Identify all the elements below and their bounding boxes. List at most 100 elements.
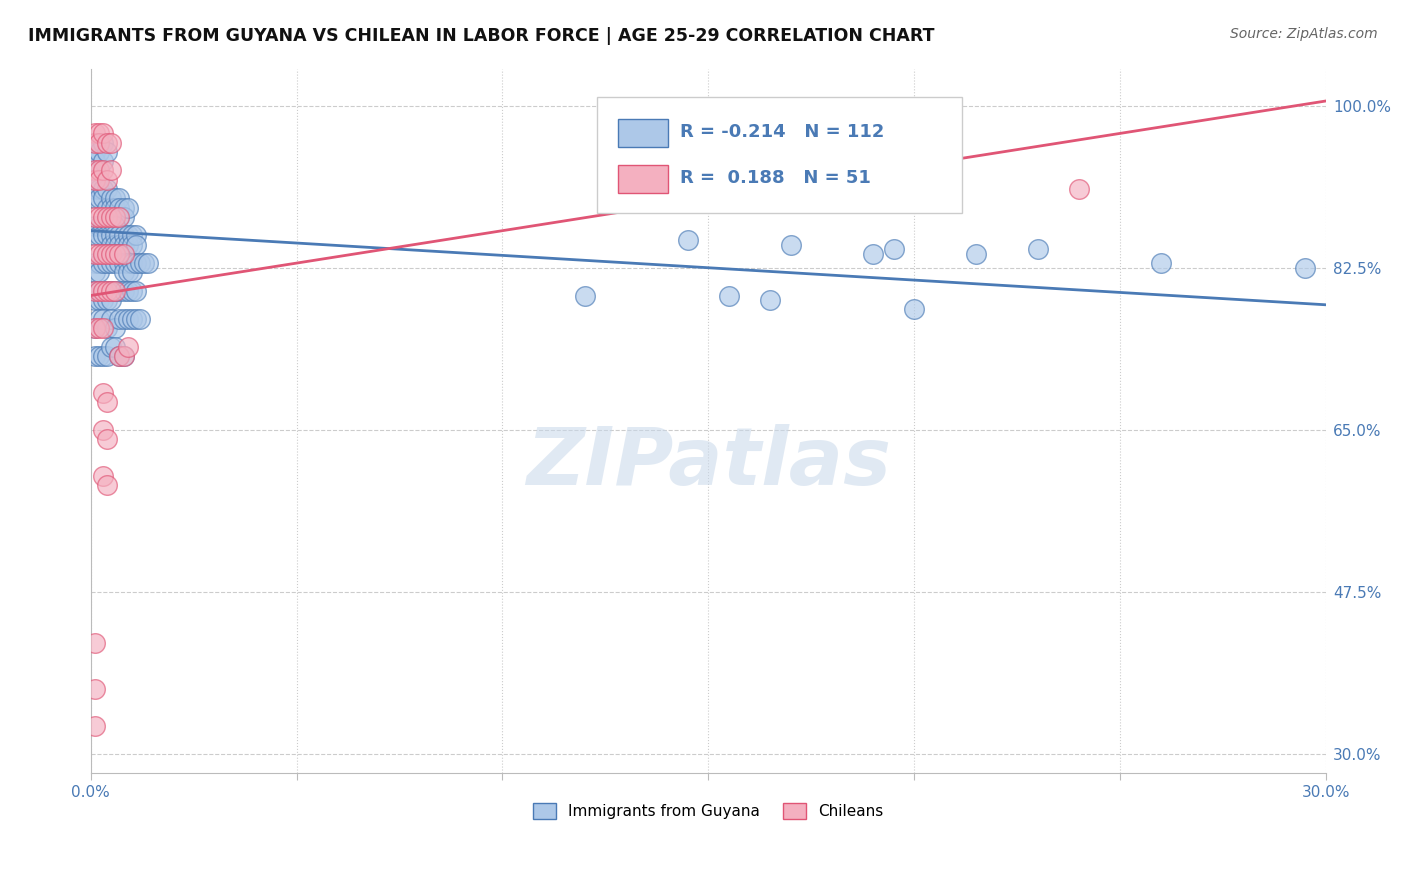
Point xyxy=(125,284,148,298)
Point xyxy=(108,349,131,363)
Point xyxy=(96,293,118,308)
Bar xyxy=(619,165,668,194)
Point xyxy=(83,265,105,279)
Point xyxy=(91,163,114,178)
Point xyxy=(1067,182,1090,196)
Bar xyxy=(619,120,668,147)
Point xyxy=(117,265,139,279)
Point xyxy=(91,247,114,261)
Point xyxy=(91,136,114,150)
Point xyxy=(96,228,118,243)
Point xyxy=(965,247,987,261)
Point xyxy=(83,136,105,150)
Point xyxy=(96,247,118,261)
Point xyxy=(104,210,127,224)
Point xyxy=(100,201,122,215)
Point xyxy=(108,311,131,326)
Point xyxy=(121,237,143,252)
Point xyxy=(112,201,135,215)
Point xyxy=(96,284,118,298)
Point xyxy=(87,163,110,178)
Point xyxy=(108,201,131,215)
Point xyxy=(83,349,105,363)
Point xyxy=(1026,242,1049,256)
Point xyxy=(112,349,135,363)
Point xyxy=(117,284,139,298)
Point xyxy=(100,284,122,298)
Point xyxy=(87,210,110,224)
Point xyxy=(100,293,122,308)
Point xyxy=(104,191,127,205)
Point xyxy=(108,237,131,252)
Point xyxy=(91,154,114,169)
Point xyxy=(100,191,122,205)
Point xyxy=(112,228,135,243)
Point xyxy=(104,237,127,252)
Point xyxy=(100,311,122,326)
Point xyxy=(96,321,118,335)
Point xyxy=(100,284,122,298)
Point xyxy=(117,256,139,270)
Point xyxy=(87,127,110,141)
Point xyxy=(129,311,152,326)
Point xyxy=(87,228,110,243)
Point xyxy=(87,256,110,270)
Point xyxy=(83,228,105,243)
Point xyxy=(108,256,131,270)
Point xyxy=(96,256,118,270)
Point xyxy=(1150,256,1173,270)
Point xyxy=(759,293,782,308)
Point xyxy=(108,284,131,298)
Point xyxy=(87,349,110,363)
Point xyxy=(91,210,114,224)
Text: IMMIGRANTS FROM GUYANA VS CHILEAN IN LABOR FORCE | AGE 25-29 CORRELATION CHART: IMMIGRANTS FROM GUYANA VS CHILEAN IN LAB… xyxy=(28,27,935,45)
Point xyxy=(100,247,122,261)
Text: R =  0.188   N = 51: R = 0.188 N = 51 xyxy=(681,169,870,186)
Point xyxy=(104,321,127,335)
Point xyxy=(108,210,131,224)
Point xyxy=(96,284,118,298)
Point xyxy=(112,265,135,279)
Point xyxy=(83,247,105,261)
Point xyxy=(96,349,118,363)
Point xyxy=(83,145,105,159)
Point xyxy=(129,256,152,270)
Point xyxy=(83,293,105,308)
Point xyxy=(108,228,131,243)
Point xyxy=(125,237,148,252)
Point xyxy=(87,265,110,279)
Point xyxy=(83,284,105,298)
Point xyxy=(91,385,114,400)
Point xyxy=(104,247,127,261)
Point xyxy=(104,228,127,243)
Point xyxy=(83,636,105,650)
Point xyxy=(121,311,143,326)
Point xyxy=(87,284,110,298)
Point xyxy=(100,247,122,261)
Point xyxy=(87,136,110,150)
Point xyxy=(108,247,131,261)
Point xyxy=(83,321,105,335)
Point xyxy=(100,210,122,224)
Point xyxy=(87,321,110,335)
Point xyxy=(96,145,118,159)
Point xyxy=(87,284,110,298)
Point xyxy=(108,210,131,224)
Point xyxy=(717,288,740,302)
Point xyxy=(96,136,118,150)
Point xyxy=(112,284,135,298)
Point xyxy=(100,210,122,224)
Point xyxy=(87,182,110,196)
Point xyxy=(104,219,127,233)
Point xyxy=(91,256,114,270)
Point xyxy=(96,182,118,196)
Point xyxy=(83,182,105,196)
Point xyxy=(125,311,148,326)
Point xyxy=(112,247,135,261)
Point xyxy=(96,219,118,233)
Point xyxy=(676,233,699,247)
Point xyxy=(779,237,801,252)
Point xyxy=(91,228,114,243)
Point xyxy=(83,210,105,224)
Point xyxy=(87,293,110,308)
